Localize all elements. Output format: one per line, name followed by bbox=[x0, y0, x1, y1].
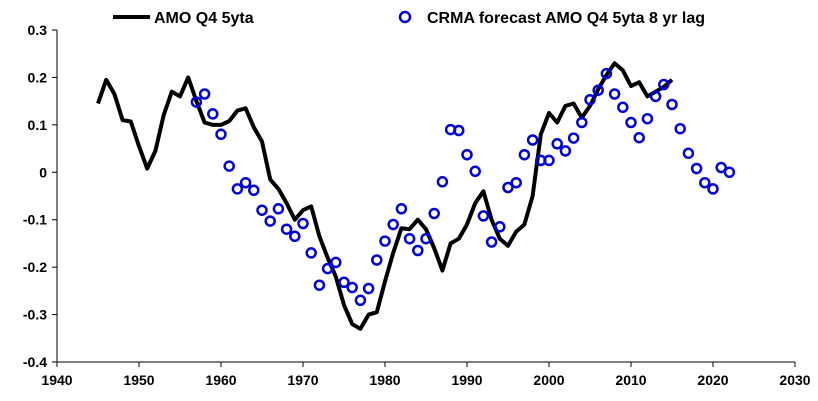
crma-forecast-point bbox=[723, 166, 736, 179]
y-axis-ticks: -0.4 -0.3 -0.2 -0.1 0 0.1 0.2 0.3 bbox=[23, 22, 57, 370]
crma-forecast-point bbox=[617, 101, 629, 114]
crma-forecast-point bbox=[190, 96, 203, 108]
crma-forecast-point bbox=[633, 131, 645, 144]
crma-forecast-point bbox=[412, 244, 424, 257]
crma-forecast-point bbox=[395, 203, 408, 215]
crma-forecast-point bbox=[707, 183, 719, 195]
crma-forecast-point bbox=[207, 108, 219, 120]
crma-forecast-point bbox=[543, 154, 555, 167]
crma-forecast-point bbox=[248, 184, 260, 197]
crma-forecast-point bbox=[198, 88, 211, 100]
x-tick-label: 1950 bbox=[123, 372, 154, 388]
y-tick-label: 0.1 bbox=[28, 117, 48, 133]
crma-forecast-point bbox=[379, 235, 391, 247]
crma-forecast-point bbox=[330, 256, 342, 269]
crma-forecast-point bbox=[420, 232, 432, 245]
x-tick-label: 2020 bbox=[697, 372, 728, 388]
crma-forecast-point bbox=[280, 223, 293, 235]
crma-forecast-point bbox=[223, 160, 235, 172]
x-tick-label: 1960 bbox=[205, 372, 236, 388]
crma-forecast-point bbox=[469, 165, 481, 178]
series-amo-line bbox=[96, 61, 674, 331]
crma-forecast-point bbox=[494, 221, 506, 233]
y-tick-label: 0 bbox=[39, 164, 47, 180]
crma-forecast-point bbox=[453, 124, 465, 137]
crma-forecast-point bbox=[518, 148, 531, 161]
crma-forecast-point bbox=[362, 282, 375, 295]
y-tick-label: -0.1 bbox=[23, 212, 47, 228]
crma-forecast-point bbox=[625, 116, 637, 129]
crma-forecast-point bbox=[674, 122, 686, 135]
crma-forecast-point bbox=[485, 236, 498, 248]
x-tick-label: 1990 bbox=[451, 372, 482, 388]
crma-forecast-point bbox=[461, 148, 473, 161]
crma-forecast-point bbox=[715, 161, 727, 174]
crma-forecast-point bbox=[305, 247, 317, 259]
crma-forecast-point bbox=[658, 78, 670, 91]
x-tick-label: 2030 bbox=[779, 372, 810, 388]
crma-forecast-point bbox=[239, 176, 252, 189]
crma-forecast-point bbox=[289, 230, 301, 243]
x-axis-ticks: 1940 1950 1960 1970 1980 1990 2000 2010 2020 2030 bbox=[41, 362, 811, 388]
crma-forecast-point bbox=[264, 215, 276, 227]
y-tick-label: -0.4 bbox=[23, 354, 47, 370]
crma-forecast-point bbox=[313, 279, 326, 291]
crma-forecast-point bbox=[510, 176, 522, 189]
series-crma-markers bbox=[190, 67, 736, 307]
y-tick-label: 0.3 bbox=[28, 22, 48, 38]
crma-forecast-point bbox=[338, 276, 350, 289]
crma-forecast-point bbox=[608, 88, 621, 100]
crma-forecast-point bbox=[502, 181, 514, 194]
crma-forecast-point bbox=[272, 203, 285, 215]
crma-forecast-point bbox=[436, 176, 449, 188]
crma-forecast-point bbox=[690, 162, 703, 175]
legend: AMO Q4 5yta CRMA forecast AMO Q4 5yta 8 … bbox=[113, 10, 705, 27]
crma-forecast-point bbox=[387, 218, 399, 231]
crma-forecast-point bbox=[477, 210, 490, 222]
crma-forecast-point bbox=[297, 217, 309, 230]
crma-forecast-point bbox=[576, 116, 588, 129]
x-tick-label: 2010 bbox=[615, 372, 646, 388]
crma-forecast-point bbox=[231, 183, 244, 195]
legend-label-amo: AMO Q4 5yta bbox=[154, 10, 254, 27]
crma-forecast-point bbox=[354, 294, 367, 307]
x-tick-label: 1940 bbox=[41, 372, 72, 388]
crma-forecast-point bbox=[567, 132, 580, 144]
crma-forecast-point bbox=[371, 254, 383, 266]
x-tick-label: 2000 bbox=[533, 372, 564, 388]
crma-forecast-point bbox=[600, 67, 613, 80]
crma-forecast-point bbox=[321, 262, 334, 275]
crma-forecast-point bbox=[584, 93, 596, 106]
y-tick-label: -0.3 bbox=[23, 307, 47, 323]
y-tick-label: 0.2 bbox=[28, 69, 48, 85]
crma-forecast-point bbox=[346, 281, 358, 294]
crma-forecast-point bbox=[592, 84, 604, 96]
crma-forecast-point bbox=[403, 232, 416, 245]
x-tick-label: 1980 bbox=[369, 372, 400, 388]
crma-forecast-point bbox=[559, 145, 572, 157]
legend-marker-swatch bbox=[398, 10, 412, 24]
crma-forecast-point bbox=[649, 90, 662, 103]
crma-forecast-point bbox=[641, 112, 654, 125]
x-tick-label: 1970 bbox=[287, 372, 318, 388]
crma-forecast-point bbox=[666, 98, 678, 111]
legend-label-crma: CRMA forecast AMO Q4 5yta 8 yr lag bbox=[427, 10, 705, 27]
amo-q4-5yta-line bbox=[96, 61, 674, 331]
crma-forecast-point bbox=[526, 134, 539, 146]
crma-forecast-point bbox=[256, 204, 268, 216]
crma-forecast-point bbox=[699, 176, 711, 189]
crma-forecast-point bbox=[215, 128, 227, 141]
crma-forecast-point bbox=[551, 138, 563, 150]
crma-forecast-point bbox=[428, 207, 440, 220]
crma-forecast-point bbox=[682, 147, 695, 160]
y-tick-label: -0.2 bbox=[23, 259, 47, 275]
